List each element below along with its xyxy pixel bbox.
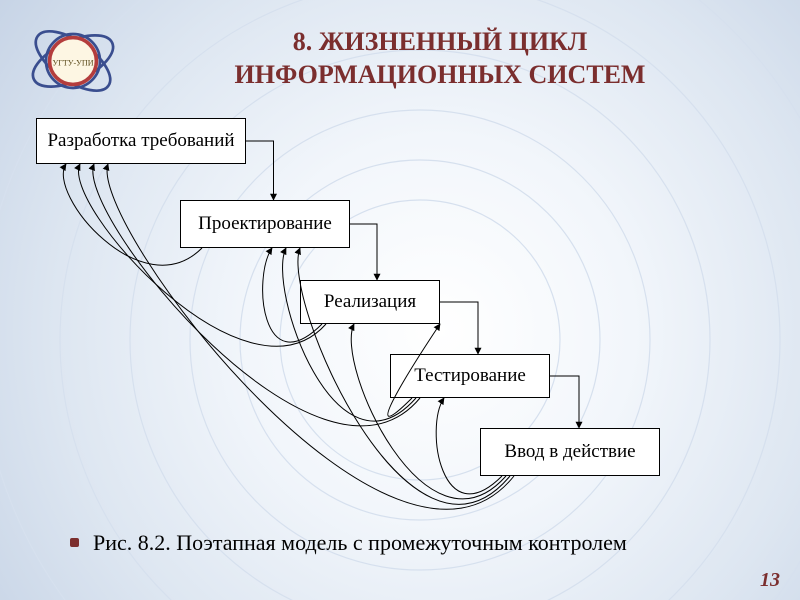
- figure-caption: Рис. 8.2. Поэтапная модель с промежуточн…: [70, 530, 627, 556]
- bullet-icon: [70, 538, 79, 547]
- page-number: 13: [760, 569, 780, 592]
- logo-label: УГТУ-УПИ: [52, 59, 93, 68]
- flow-node-n3: Реализация: [300, 280, 440, 324]
- caption-text: Рис. 8.2. Поэтапная модель с промежуточн…: [93, 530, 627, 555]
- slide: УГТУ-УПИ 8. ЖИЗНЕННЫЙ ЦИКЛ ИНФОРМАЦИОННЫ…: [0, 0, 800, 600]
- flow-node-n2: Проектирование: [180, 200, 350, 248]
- slide-title: 8. ЖИЗНЕННЫЙ ЦИКЛ ИНФОРМАЦИОННЫХ СИСТЕМ: [140, 26, 740, 91]
- flow-node-n1: Разработка требований: [36, 118, 246, 164]
- flow-node-n5: Ввод в действие: [480, 428, 660, 476]
- institution-logo: УГТУ-УПИ: [28, 16, 118, 106]
- flow-node-n4: Тестирование: [390, 354, 550, 398]
